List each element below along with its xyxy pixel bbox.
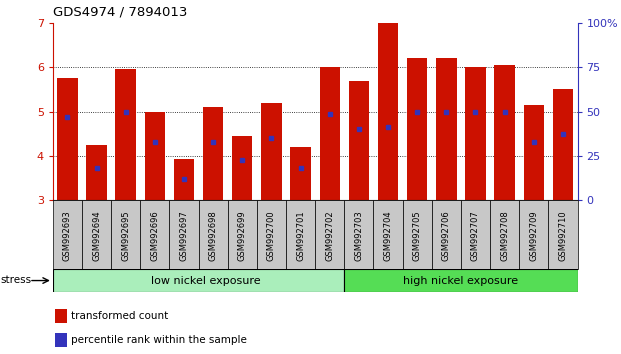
Bar xyxy=(232,136,253,200)
Bar xyxy=(53,200,82,269)
Bar xyxy=(548,200,578,269)
Text: GSM992700: GSM992700 xyxy=(267,210,276,261)
Text: GSM992697: GSM992697 xyxy=(179,210,188,261)
Bar xyxy=(407,58,427,200)
Bar xyxy=(348,80,369,200)
Text: percentile rank within the sample: percentile rank within the sample xyxy=(71,335,247,345)
Bar xyxy=(373,200,402,269)
Bar xyxy=(315,200,344,269)
Bar xyxy=(145,112,165,200)
Bar xyxy=(257,200,286,269)
Bar xyxy=(140,200,170,269)
Bar xyxy=(461,200,490,269)
Text: GSM992703: GSM992703 xyxy=(355,210,363,261)
Text: GSM992698: GSM992698 xyxy=(209,210,217,261)
Text: GDS4974 / 7894013: GDS4974 / 7894013 xyxy=(53,5,187,18)
Bar xyxy=(291,147,310,200)
Bar xyxy=(199,200,228,269)
Bar xyxy=(170,200,199,269)
Bar xyxy=(344,200,373,269)
Text: stress: stress xyxy=(1,275,32,285)
Bar xyxy=(261,103,282,200)
Text: GSM992710: GSM992710 xyxy=(558,210,568,261)
Bar xyxy=(519,200,548,269)
Text: GSM992704: GSM992704 xyxy=(384,210,392,261)
Bar xyxy=(111,200,140,269)
Bar xyxy=(320,67,340,200)
Bar xyxy=(174,159,194,200)
Text: GSM992695: GSM992695 xyxy=(121,210,130,261)
Text: low nickel exposure: low nickel exposure xyxy=(151,275,261,286)
Text: GSM992705: GSM992705 xyxy=(413,210,422,261)
Bar xyxy=(344,269,578,292)
Text: GSM992707: GSM992707 xyxy=(471,210,480,261)
Text: GSM992708: GSM992708 xyxy=(500,210,509,261)
Bar xyxy=(378,23,398,200)
Bar xyxy=(228,200,257,269)
Bar xyxy=(402,200,432,269)
Text: GSM992709: GSM992709 xyxy=(529,210,538,261)
Text: GSM992706: GSM992706 xyxy=(442,210,451,261)
Bar xyxy=(286,200,315,269)
Text: GSM992694: GSM992694 xyxy=(92,210,101,261)
Bar xyxy=(203,107,224,200)
Bar xyxy=(86,145,107,200)
Bar xyxy=(494,65,515,200)
Text: GSM992696: GSM992696 xyxy=(150,210,160,261)
Bar xyxy=(82,200,111,269)
Text: GSM992693: GSM992693 xyxy=(63,210,72,261)
Bar xyxy=(436,58,456,200)
Bar xyxy=(53,269,344,292)
Bar xyxy=(57,78,78,200)
Bar xyxy=(490,200,519,269)
Text: high nickel exposure: high nickel exposure xyxy=(404,275,519,286)
Bar xyxy=(553,89,573,200)
Text: GSM992702: GSM992702 xyxy=(325,210,334,261)
Text: transformed count: transformed count xyxy=(71,311,168,321)
Bar xyxy=(465,67,486,200)
Bar xyxy=(432,200,461,269)
Text: GSM992701: GSM992701 xyxy=(296,210,305,261)
Bar xyxy=(55,333,67,347)
Text: GSM992699: GSM992699 xyxy=(238,210,247,261)
Bar xyxy=(116,69,136,200)
Bar xyxy=(524,105,544,200)
Bar xyxy=(55,309,67,323)
